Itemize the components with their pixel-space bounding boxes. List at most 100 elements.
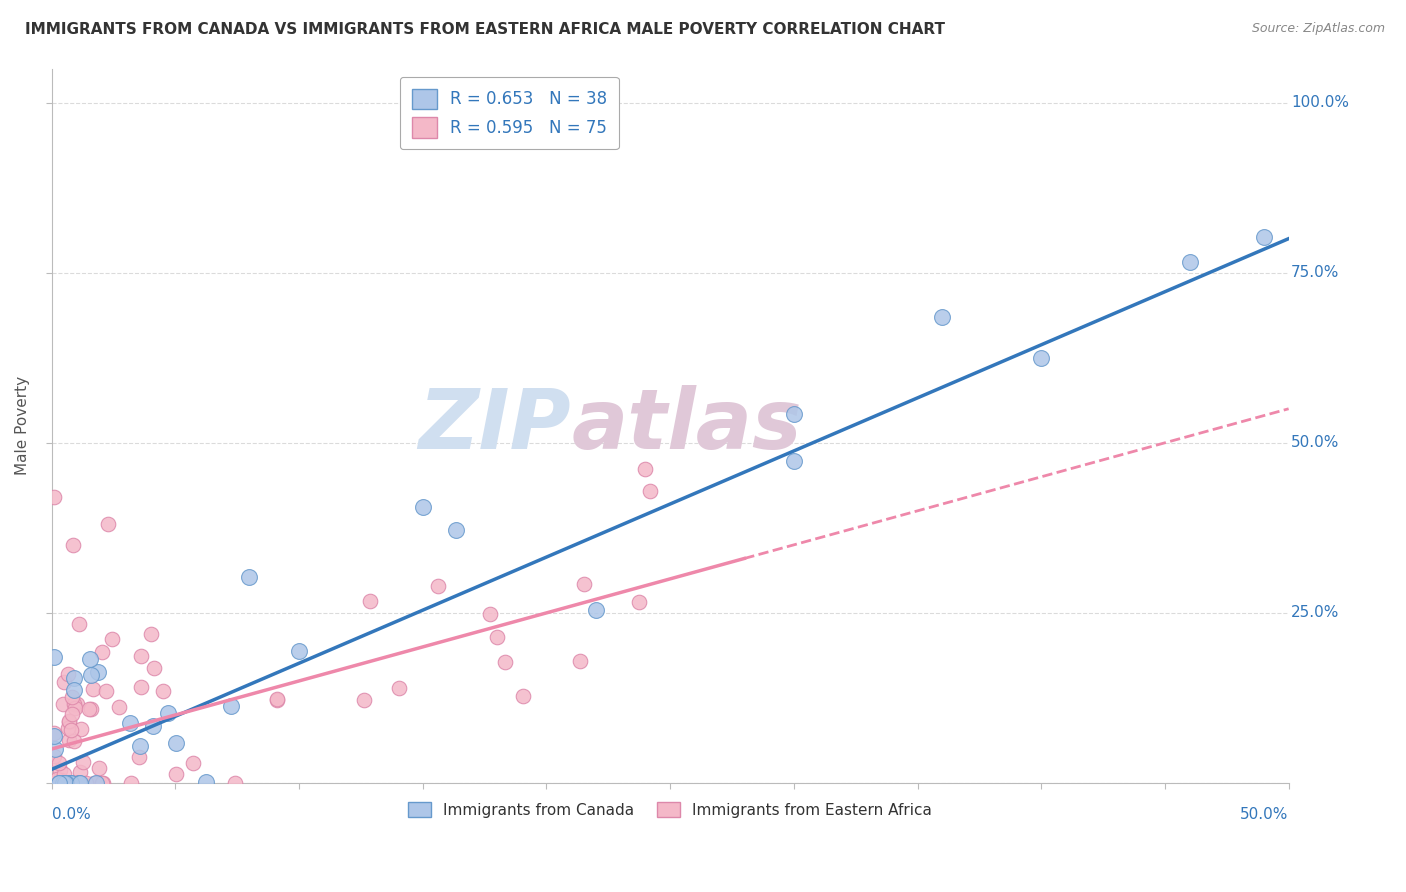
Text: atlas: atlas [571,385,801,467]
Point [359,593,381,607]
Point [165,736,187,750]
Point [91,776,114,790]
Point [97,517,120,532]
Point [444,523,467,537]
Y-axis label: Male Poverty: Male Poverty [15,376,30,475]
Point [129,681,152,695]
Point [568,654,591,668]
Point [1031,351,1053,366]
Point [48,776,70,790]
Point [53,776,76,790]
Point [75,776,97,790]
Point [72,755,94,769]
Point [266,693,288,707]
Point [89,776,111,790]
Point [63,682,86,697]
Point [388,681,411,695]
Point [58,714,80,728]
Point [427,579,450,593]
Text: 25.0%: 25.0% [1291,606,1340,621]
Point [67,776,90,790]
Point [181,756,204,770]
Point [55,776,77,790]
Point [52,767,75,781]
Point [94,684,117,698]
Point [224,776,246,790]
Point [77,702,100,716]
Point [412,500,434,514]
Point [1253,230,1275,244]
Point [353,693,375,707]
Point [49,763,72,777]
Point [67,776,90,790]
Point [108,700,131,714]
Point [572,577,595,591]
Point [51,772,73,787]
Point [63,776,86,790]
Point [63,733,86,747]
Point [60,706,83,721]
Point [165,766,187,780]
Text: 0.0%: 0.0% [52,806,90,822]
Point [59,776,82,790]
Point [67,617,90,632]
Point [44,649,66,664]
Point [219,699,242,714]
Point [44,742,66,756]
Point [53,674,76,689]
Point [63,701,86,715]
Point [142,719,165,733]
Point [238,570,260,584]
Point [83,776,105,790]
Point [42,725,65,739]
Point [478,607,501,621]
Point [60,723,83,738]
Point [52,776,75,790]
Point [49,776,72,790]
Point [627,595,650,609]
Point [118,716,141,731]
Point [139,627,162,641]
Point [87,761,110,775]
Point [84,776,107,790]
Point [82,681,104,696]
Point [128,750,150,764]
Point [48,776,70,790]
Point [42,729,65,743]
Point [129,739,152,754]
Point [80,668,103,682]
Point [58,666,80,681]
Point [129,649,152,664]
Point [101,632,124,646]
Point [288,644,311,658]
Text: 75.0%: 75.0% [1291,265,1340,280]
Point [60,776,83,790]
Point [512,689,534,703]
Point [783,407,806,421]
Point [634,462,657,476]
Text: 50.0%: 50.0% [1291,435,1340,450]
Point [65,776,87,790]
Point [56,721,79,735]
Point [65,776,87,790]
Point [87,665,110,679]
Point [486,631,509,645]
Text: IMMIGRANTS FROM CANADA VS IMMIGRANTS FROM EASTERN AFRICA MALE POVERTY CORRELATIO: IMMIGRANTS FROM CANADA VS IMMIGRANTS FRO… [25,22,945,37]
Point [194,775,217,789]
Point [44,776,66,790]
Point [42,748,65,763]
Legend: Immigrants from Canada, Immigrants from Eastern Africa: Immigrants from Canada, Immigrants from … [401,794,939,825]
Point [266,692,288,706]
Point [638,483,661,498]
Point [58,733,80,747]
Point [79,651,101,665]
Text: 100.0%: 100.0% [1291,95,1350,110]
Point [70,722,93,736]
Point [90,645,112,659]
Point [44,490,66,504]
Point [52,776,75,790]
Point [783,454,806,468]
Point [66,776,89,790]
Point [62,538,84,552]
Point [69,765,91,780]
